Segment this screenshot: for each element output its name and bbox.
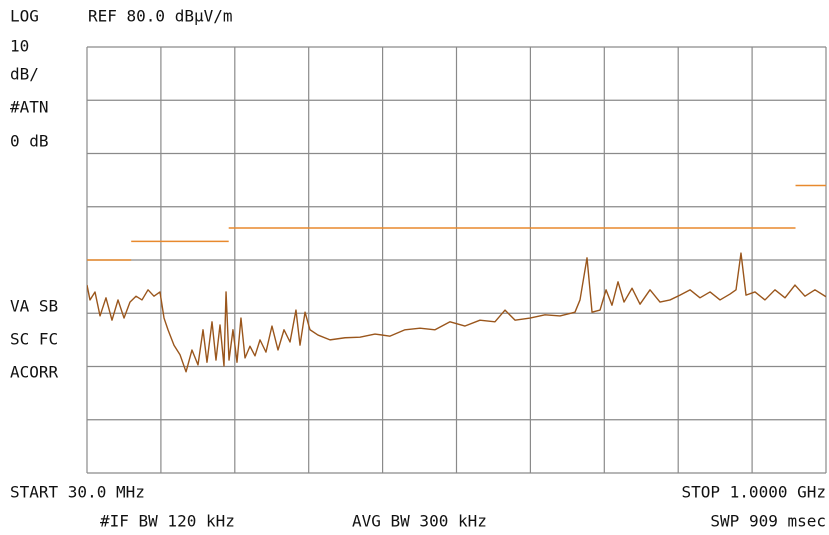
plot-area bbox=[87, 184, 826, 373]
status-text: 10 bbox=[10, 37, 29, 56]
status-flag: SC FC bbox=[10, 330, 58, 349]
status-text: dB/ bbox=[10, 65, 39, 84]
if-bandwidth: #IF BW 120 kHz bbox=[100, 512, 235, 531]
start-frequency: START 30.0 MHz bbox=[10, 483, 145, 502]
sweep-time: SWP 909 msec bbox=[710, 512, 826, 531]
stop-frequency: STOP 1.0000 GHz bbox=[682, 483, 827, 502]
scale-mode: LOG bbox=[10, 7, 39, 26]
status-text: 0 dB bbox=[10, 132, 49, 151]
trace bbox=[87, 252, 826, 373]
status-text: #ATN bbox=[10, 98, 49, 117]
status-flag: ACORR bbox=[10, 363, 59, 382]
reference-level: REF 80.0 dBµV/m bbox=[88, 7, 233, 26]
avg-bandwidth: AVG BW 300 kHz bbox=[352, 512, 487, 531]
status-flag: VA SB bbox=[10, 297, 58, 316]
